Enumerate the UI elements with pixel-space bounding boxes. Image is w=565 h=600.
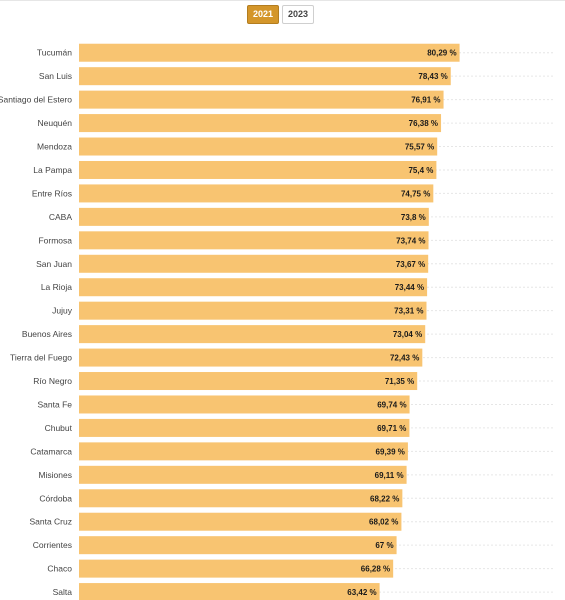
bar[interactable] (79, 184, 434, 203)
bar[interactable] (79, 90, 444, 109)
bar[interactable] (79, 137, 438, 156)
category-label: La Pampa (33, 165, 72, 175)
value-label: 69,74 % (377, 400, 406, 409)
bar[interactable] (79, 43, 460, 62)
value-label: 76,91 % (411, 96, 440, 105)
value-label: 73,44 % (395, 283, 424, 292)
category-label: Tucumán (37, 48, 72, 58)
bar[interactable] (79, 114, 442, 133)
value-label: 69,39 % (376, 447, 405, 456)
bar[interactable] (79, 254, 429, 273)
category-label: Tierra del Fuego (10, 353, 72, 363)
category-label: La Rioja (41, 282, 72, 292)
value-label: 73,67 % (396, 260, 425, 269)
bar[interactable] (79, 160, 437, 179)
category-label: San Juan (36, 259, 72, 269)
bar[interactable] (79, 348, 423, 367)
bar[interactable] (79, 395, 410, 414)
year-tabs: 2021 2023 (247, 5, 315, 24)
category-label: Chaco (47, 564, 72, 574)
value-label: 73,31 % (394, 307, 423, 316)
value-label: 68,02 % (369, 518, 398, 527)
bar[interactable] (79, 301, 427, 320)
category-label: Córdoba (39, 493, 72, 503)
category-label: Buenos Aires (22, 329, 72, 339)
category-label: Jujuy (52, 306, 73, 316)
bar[interactable] (79, 512, 402, 531)
value-label: 67 % (375, 541, 393, 550)
value-label: 73,8 % (401, 213, 426, 222)
bar[interactable] (79, 372, 418, 391)
value-label: 76,38 % (409, 119, 438, 128)
value-label: 72,43 % (390, 354, 419, 363)
value-label: 73,04 % (393, 330, 422, 339)
value-label: 74,75 % (401, 189, 430, 198)
bar[interactable] (79, 67, 451, 86)
bar[interactable] (79, 207, 429, 226)
category-label: Formosa (38, 235, 72, 245)
value-label: 68,22 % (370, 494, 399, 503)
category-label: Entre Ríos (32, 188, 72, 198)
bar[interactable] (79, 536, 397, 555)
value-label: 75,4 % (408, 166, 433, 175)
category-label: CABA (49, 212, 72, 222)
tab-2023[interactable]: 2023 (282, 5, 315, 24)
category-label: Santiago del Estero (0, 95, 72, 105)
category-label: Salta (53, 587, 73, 597)
category-label: Corrientes (33, 540, 72, 550)
category-label: Catamarca (30, 446, 72, 456)
value-label: 75,57 % (405, 143, 434, 152)
bar[interactable] (79, 231, 429, 250)
category-label: San Luis (39, 71, 72, 81)
bar[interactable] (79, 465, 407, 484)
bar[interactable] (79, 442, 408, 461)
top-divider (0, 0, 565, 1)
category-label: Mendoza (37, 142, 72, 152)
value-label: 73,74 % (396, 236, 425, 245)
bar[interactable] (79, 489, 403, 508)
value-label: 80,29 % (427, 49, 456, 58)
category-label: Río Negro (33, 376, 72, 386)
bar[interactable] (79, 418, 410, 437)
category-label: Chubut (45, 423, 73, 433)
category-label: Santa Fe (38, 399, 73, 409)
value-label: 78,43 % (418, 72, 447, 81)
category-label: Misiones (38, 470, 72, 480)
value-label: 69,71 % (377, 424, 406, 433)
category-label: Santa Cruz (29, 517, 72, 527)
value-label: 71,35 % (385, 377, 414, 386)
tab-2021[interactable]: 2021 (247, 5, 280, 24)
value-label: 66,28 % (361, 565, 390, 574)
bar[interactable] (79, 583, 380, 600)
category-label: Neuquén (37, 118, 72, 128)
bar[interactable] (79, 325, 426, 344)
value-label: 63,42 % (347, 588, 376, 597)
bar[interactable] (79, 559, 394, 578)
value-label: 69,11 % (375, 471, 404, 480)
bar[interactable] (79, 278, 428, 297)
